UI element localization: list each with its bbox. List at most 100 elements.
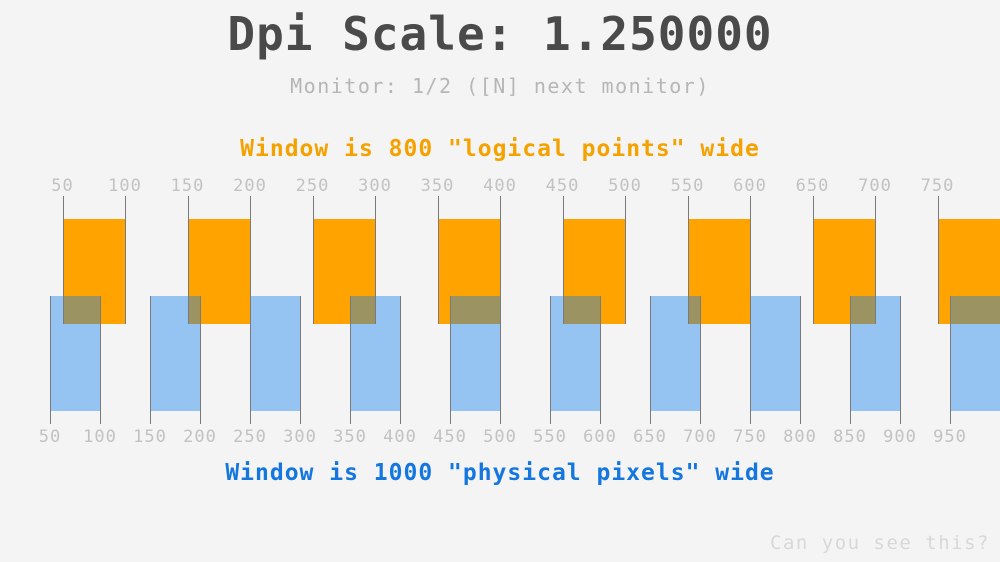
physical-tick-label: 500 (483, 427, 517, 447)
physical-tick-line (500, 296, 501, 424)
logical-tick-line (188, 196, 189, 324)
logical-tick-line (750, 196, 751, 324)
physical-tick-line (800, 296, 801, 424)
physical-tick-label: 100 (83, 427, 117, 447)
physical-bar (450, 296, 500, 411)
physical-tick-line (750, 296, 751, 424)
logical-tick-line (63, 196, 64, 324)
physical-tick-line (600, 296, 601, 424)
physical-tick-label: 950 (933, 427, 967, 447)
overlap-region (450, 296, 500, 324)
physical-bar (750, 296, 800, 411)
physical-tick-line (550, 296, 551, 424)
logical-tick-line (438, 196, 439, 324)
overlap-region (350, 296, 375, 324)
monitor-status: Monitor: 1/2 ([N] next monitor) (290, 74, 710, 98)
physical-tick-label: 600 (583, 427, 617, 447)
logical-tick-line (938, 196, 939, 324)
logical-bar (62, 219, 125, 324)
logical-tick-label: 700 (858, 176, 892, 196)
logical-tick-label: 650 (795, 176, 830, 196)
physical-tick-line (650, 296, 651, 424)
logical-tick-label: 450 (545, 176, 580, 196)
physical-tick-label: 900 (883, 427, 917, 447)
physical-tick-line (700, 296, 701, 424)
logical-tick-label: 550 (670, 176, 705, 196)
physical-tick-label: 50 (38, 427, 62, 447)
logical-tick-label: 100 (108, 176, 142, 196)
physical-tick-line (300, 296, 301, 424)
logical-tick-label: 500 (608, 176, 642, 196)
physical-tick-line (150, 296, 151, 424)
physical-tick-line (50, 296, 51, 424)
physical-tick-line (950, 296, 951, 424)
physical-tick-line (900, 296, 901, 424)
overlap-region (187, 296, 200, 324)
physical-bar (50, 296, 100, 411)
logical-ruler-caption: Window is 800 "logical points" wide (240, 136, 760, 162)
physical-ruler-caption: Window is 1000 "physical pixels" wide (225, 460, 775, 486)
logical-tick-label: 250 (295, 176, 330, 196)
logical-tick-line (625, 196, 626, 324)
overlap-region (850, 296, 875, 324)
physical-tick-line (250, 296, 251, 424)
physical-bar (150, 296, 200, 411)
physical-tick-line (350, 296, 351, 424)
physical-bar (650, 296, 700, 411)
physical-tick-line (850, 296, 851, 424)
physical-tick-label: 150 (133, 427, 167, 447)
logical-tick-label: 350 (420, 176, 455, 196)
physical-tick-label: 450 (433, 427, 467, 447)
physical-tick-label: 800 (783, 427, 817, 447)
logical-tick-line (875, 196, 876, 324)
logical-tick-line (563, 196, 564, 324)
logical-bar (562, 219, 625, 324)
physical-bar (550, 296, 600, 411)
physical-tick-line (450, 296, 451, 424)
physical-tick-label: 700 (683, 427, 717, 447)
legibility-footnote: Can you see this? (770, 532, 990, 554)
logical-tick-line (250, 196, 251, 324)
physical-tick-label: 850 (833, 427, 867, 447)
physical-tick-label: 750 (733, 427, 767, 447)
logical-tick-label: 600 (733, 176, 767, 196)
physical-bar (250, 296, 300, 411)
page-title: Dpi Scale: 1.250000 (227, 7, 773, 61)
logical-tick-line (688, 196, 689, 324)
logical-tick-label: 150 (170, 176, 205, 196)
physical-tick-line (100, 296, 101, 424)
logical-tick-line (125, 196, 126, 324)
physical-tick-line (400, 296, 401, 424)
logical-tick-label: 200 (233, 176, 267, 196)
logical-tick-label: 750 (920, 176, 955, 196)
overlap-region (562, 296, 600, 324)
physical-tick-label: 550 (533, 427, 567, 447)
overlap-region (687, 296, 700, 324)
physical-bar (850, 296, 900, 411)
logical-tick-line (375, 196, 376, 324)
logical-bar (312, 219, 375, 324)
physical-bar (350, 296, 400, 411)
logical-bar (437, 219, 500, 324)
logical-tick-label: 300 (358, 176, 392, 196)
physical-tick-label: 250 (233, 427, 267, 447)
physical-tick-line (200, 296, 201, 424)
logical-bar (812, 219, 875, 324)
logical-tick-line (313, 196, 314, 324)
logical-tick-label: 400 (483, 176, 517, 196)
physical-bar (950, 296, 1000, 411)
physical-tick-label: 350 (333, 427, 367, 447)
logical-bar (187, 219, 250, 324)
physical-tick-label: 650 (633, 427, 667, 447)
physical-tick-label: 300 (283, 427, 317, 447)
overlap-region (62, 296, 100, 324)
physical-tick-label: 200 (183, 427, 217, 447)
logical-tick-label: 50 (51, 176, 74, 196)
logical-bar (687, 219, 750, 324)
physical-tick-label: 400 (383, 427, 417, 447)
logical-tick-line (500, 196, 501, 324)
logical-tick-line (813, 196, 814, 324)
overlap-region (950, 296, 1000, 324)
logical-bar (937, 219, 1000, 324)
